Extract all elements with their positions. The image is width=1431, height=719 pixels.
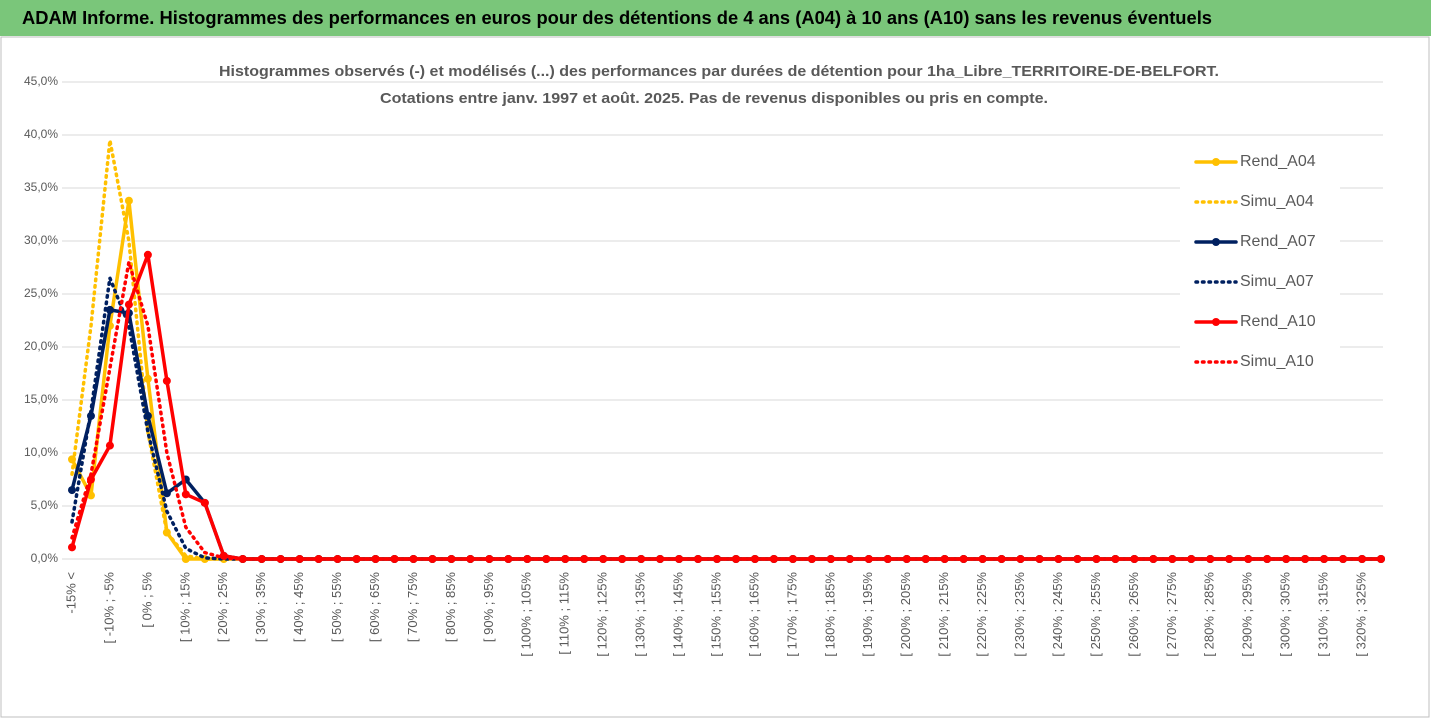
series-line [70, 260, 1383, 561]
x-tick-label: [ 0% ; 5% [139, 572, 154, 628]
legend-label: Simu_A10 [1240, 353, 1314, 370]
x-tick-label: [ 10% ; 15% [177, 572, 192, 643]
point-marker [200, 498, 209, 507]
point-marker [1244, 555, 1253, 563]
legend-marker [1212, 158, 1220, 166]
point-marker [1263, 555, 1272, 563]
x-tick-label: [ 190% ; 195% [860, 572, 875, 657]
x-tick-label: [ 290% ; 295% [1240, 572, 1255, 657]
point-marker [1035, 555, 1044, 563]
x-tick-label: [ 220% ; 225% [974, 572, 989, 657]
x-tick-label: [ 250% ; 255% [1088, 572, 1103, 657]
legend-marker [1212, 318, 1220, 326]
y-tick-label: 0,0% [31, 551, 59, 565]
y-tick-label: 5,0% [31, 498, 59, 512]
legend-marker [1212, 238, 1220, 246]
point-marker [561, 555, 570, 563]
point-marker [105, 305, 114, 314]
point-marker [162, 489, 171, 498]
y-tick-label: 30,0% [24, 233, 58, 247]
chart-title: Histogrammes observés (-) et modélisés (… [219, 63, 1219, 80]
x-tick-label: -15% < [63, 572, 78, 614]
x-tick-label: [ 100% ; 105% [519, 572, 534, 657]
point-marker [143, 250, 152, 259]
header-bar [0, 0, 1431, 36]
x-tick-label: [ 120% ; 125% [595, 572, 610, 657]
x-tick-label: [ -10% ; -5% [101, 572, 116, 644]
x-tick-label: [ 270% ; 275% [1164, 572, 1179, 657]
page-title: ADAM Informe. Histogrammes des performan… [22, 8, 1212, 28]
chart-border [0, 36, 1430, 718]
x-tick-label: [ 30% ; 35% [253, 572, 268, 643]
x-tick-label: [ 60% ; 65% [367, 572, 382, 643]
point-marker [181, 490, 190, 499]
x-tick-label: [ 210% ; 215% [936, 572, 951, 657]
y-tick-label: 35,0% [24, 180, 58, 194]
point-marker [295, 555, 304, 563]
x-tick-label: [ 260% ; 265% [1126, 572, 1141, 657]
point-marker [314, 555, 323, 563]
point-marker [162, 376, 171, 385]
x-tick-label: [ 160% ; 165% [746, 572, 761, 657]
point-marker [68, 543, 76, 552]
legend-label: Rend_A07 [1240, 233, 1316, 250]
x-tick-label: [ 80% ; 85% [443, 572, 458, 643]
point-marker [1225, 555, 1234, 563]
legend-label: Rend_A04 [1240, 153, 1316, 170]
x-tick-label: [ 240% ; 245% [1050, 572, 1065, 657]
y-tick-label: 15,0% [24, 392, 58, 406]
x-tick-label: [ 170% ; 175% [784, 572, 799, 657]
x-tick-label: [ 130% ; 135% [633, 572, 648, 657]
x-tick-label: [ 70% ; 75% [405, 572, 420, 643]
y-tick-label: 40,0% [24, 127, 58, 141]
x-tick-label: [ 230% ; 235% [1012, 572, 1027, 657]
point-marker [997, 555, 1006, 563]
point-marker [124, 196, 133, 205]
point-marker [807, 555, 816, 563]
x-tick-label: [ 90% ; 95% [481, 572, 496, 643]
chart-subtitle: Cotations entre janv. 1997 et août. 2025… [380, 90, 1048, 107]
y-tick-label: 20,0% [24, 339, 58, 353]
y-tick-label: 10,0% [24, 445, 58, 459]
point-marker [181, 555, 190, 563]
x-tick-label: [ 150% ; 155% [708, 572, 723, 657]
point-marker [124, 300, 133, 309]
point-marker [788, 555, 797, 563]
x-tick-label: [ 140% ; 145% [671, 572, 686, 657]
point-marker [769, 555, 778, 563]
y-tick-label: 45,0% [24, 74, 58, 88]
x-tick-label: [ 110% ; 115% [557, 572, 572, 655]
x-tick-label: [ 300% ; 305% [1278, 572, 1293, 657]
point-marker [68, 486, 76, 495]
legend-box [1180, 142, 1340, 382]
point-marker [333, 555, 342, 563]
legend-label: Rend_A10 [1240, 313, 1316, 330]
x-tick-label: [ 50% ; 55% [329, 572, 344, 643]
legend-label: Simu_A07 [1240, 273, 1314, 290]
point-marker [143, 374, 152, 383]
point-marker [542, 555, 551, 563]
x-tick-label: [ 280% ; 285% [1202, 572, 1217, 657]
x-tick-label: [ 20% ; 25% [215, 572, 230, 643]
point-marker [105, 441, 114, 450]
x-tick-label: [ 310% ; 315% [1316, 572, 1331, 657]
y-tick-label: 25,0% [24, 286, 58, 300]
x-tick-label: [ 200% ; 205% [898, 572, 913, 657]
point-marker [86, 491, 95, 500]
x-tick-label: [ 40% ; 45% [291, 572, 306, 643]
legend-label: Simu_A04 [1240, 193, 1314, 210]
point-marker [1016, 555, 1025, 563]
x-tick-label: [ 180% ; 185% [822, 572, 837, 657]
x-tick-label: [ 320% ; 325% [1353, 572, 1368, 657]
